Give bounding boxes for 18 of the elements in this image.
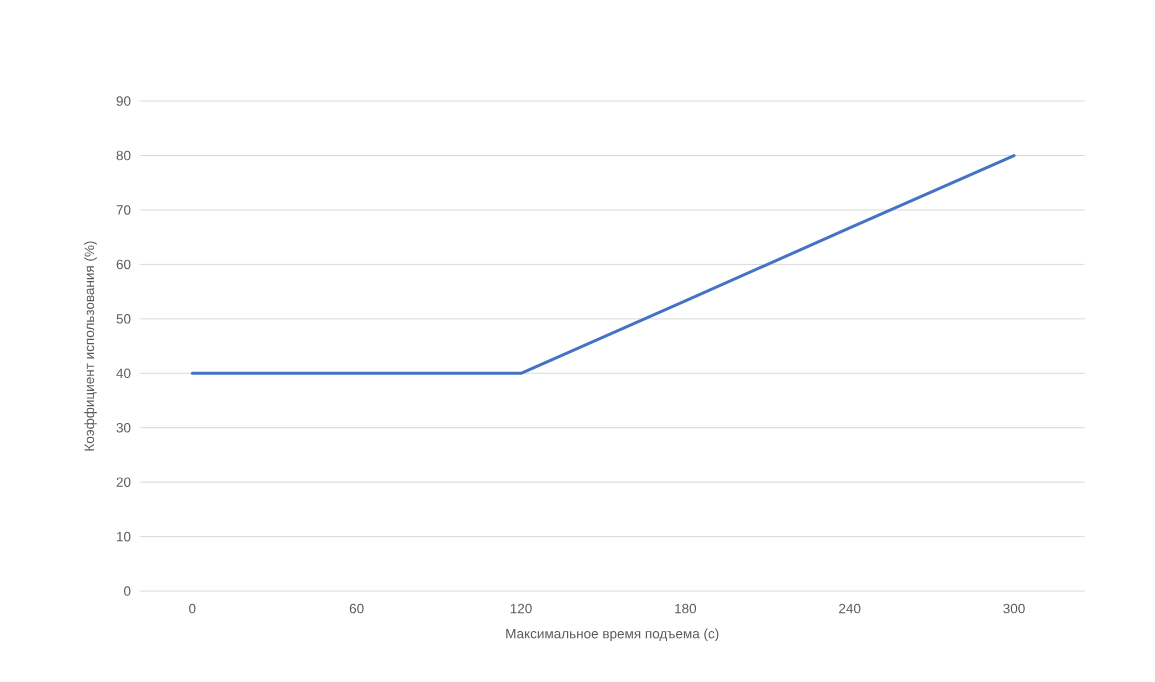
y-tick-label: 10 (117, 531, 131, 542)
x-tick-label: 120 (510, 603, 532, 614)
y-tick-label: 40 (116, 368, 131, 379)
y-tick-label: 70 (116, 205, 131, 215)
y-tick-label: 80 (116, 150, 131, 161)
y-tick-label: 0 (124, 586, 131, 596)
y-tick-label: 50 (116, 314, 131, 324)
x-tick-label: 180 (675, 603, 697, 614)
x-tick-label: 300 (1003, 603, 1025, 614)
y-tick-label: 60 (116, 259, 131, 270)
x-tick-label: 240 (839, 603, 861, 614)
y-tick-label: 20 (116, 477, 131, 487)
x-tick-label: 60 (349, 603, 364, 614)
x-axis-title: Максимальное время подъема (с) (506, 628, 719, 642)
y-tick-label: 30 (116, 422, 131, 433)
y-tick-label: 90 (116, 96, 131, 106)
x-tick-label: 0 (189, 603, 196, 614)
y-axis-title: Коэффициент использования (%) (84, 241, 97, 451)
